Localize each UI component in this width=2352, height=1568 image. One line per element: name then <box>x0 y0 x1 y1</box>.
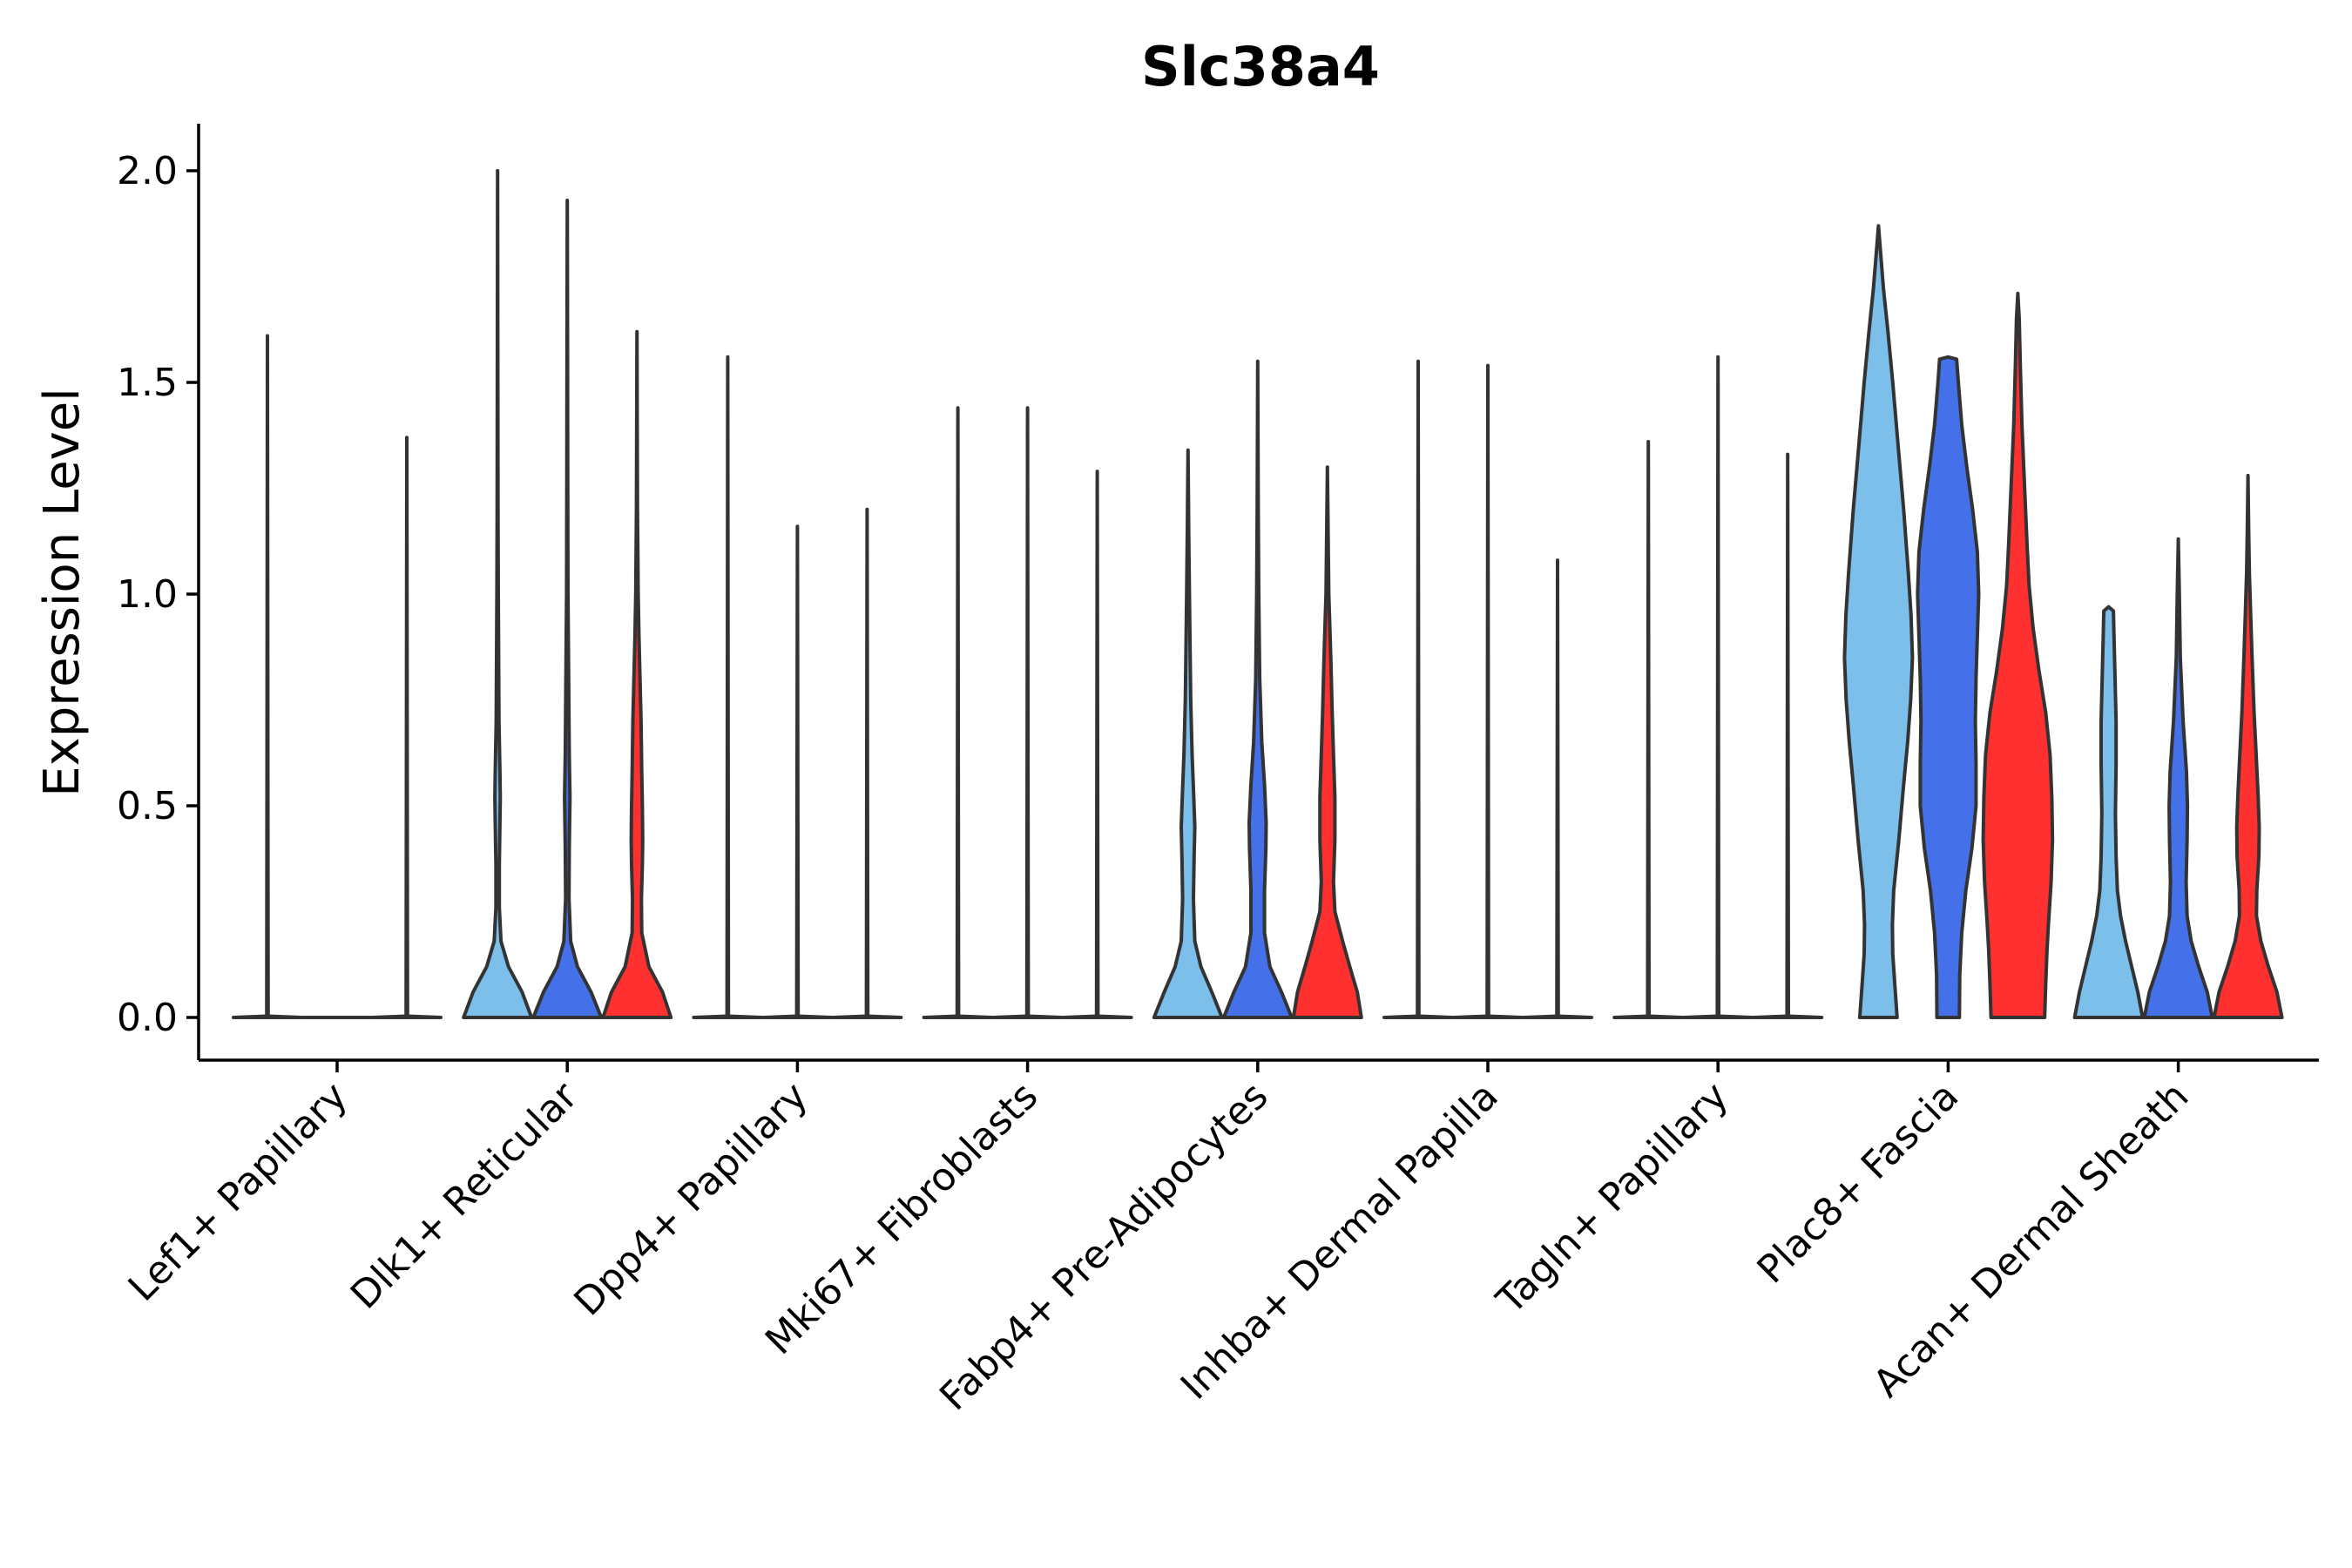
violin-2-group-1 <box>462 169 534 1019</box>
violin-2-group-3 <box>601 329 673 1019</box>
violin-layer <box>232 169 2284 1019</box>
y-tick-label: 0.5 <box>117 784 178 828</box>
y-tick-label: 1.0 <box>117 572 178 617</box>
violin-4-group-1 <box>922 406 994 1019</box>
violin-9-group-2 <box>2142 537 2214 1019</box>
y-tick-label: 1.5 <box>117 361 178 405</box>
violin-4-group-3 <box>1061 470 1133 1019</box>
x-tick-label: Plac8+ Fascia <box>1749 1074 1968 1293</box>
violin-3-group-2 <box>761 524 834 1019</box>
violin-1-group-3 <box>371 436 443 1019</box>
violin-5-group-3 <box>1291 465 1363 1019</box>
violin-8-group-2 <box>1916 355 1981 1019</box>
violin-1-group-1 <box>232 334 303 1019</box>
y-tick-label: 2.0 <box>117 149 178 193</box>
violin-3-group-3 <box>831 507 903 1019</box>
chart-title: Slc38a4 <box>1141 35 1380 98</box>
violin-6-group-3 <box>1522 558 1593 1019</box>
violin-5-group-1 <box>1152 448 1224 1019</box>
violin-3-group-1 <box>692 355 764 1019</box>
x-tick-label: Tagln+ Papillary <box>1488 1074 1737 1323</box>
violin-7-group-3 <box>1752 452 1824 1019</box>
y-tick-label: 0.0 <box>117 996 178 1040</box>
violin-7-group-1 <box>1612 440 1685 1019</box>
violin-5-group-2 <box>1221 359 1294 1019</box>
violin-4-group-2 <box>991 406 1064 1019</box>
x-tick-label: Dpp4+ Papillary <box>566 1074 817 1325</box>
x-tick-label: Lef1+ Papillary <box>120 1074 356 1310</box>
violin-6-group-2 <box>1452 363 1524 1019</box>
violin-9-group-1 <box>2072 605 2145 1019</box>
violin-2-group-2 <box>531 199 604 1019</box>
y-axis-label: Expression Level <box>34 388 91 797</box>
violin-8-group-3 <box>1981 291 2055 1019</box>
violin-7-group-2 <box>1682 355 1754 1019</box>
violin-6-group-1 <box>1382 359 1454 1019</box>
y-axis: 0.0 0.5 1.0 1.5 2.0 <box>117 124 200 1060</box>
violin-8-group-1 <box>1842 224 1915 1019</box>
violin-9-group-3 <box>2212 473 2284 1019</box>
x-tick-label: Dlk1+ Reticular <box>342 1073 587 1318</box>
